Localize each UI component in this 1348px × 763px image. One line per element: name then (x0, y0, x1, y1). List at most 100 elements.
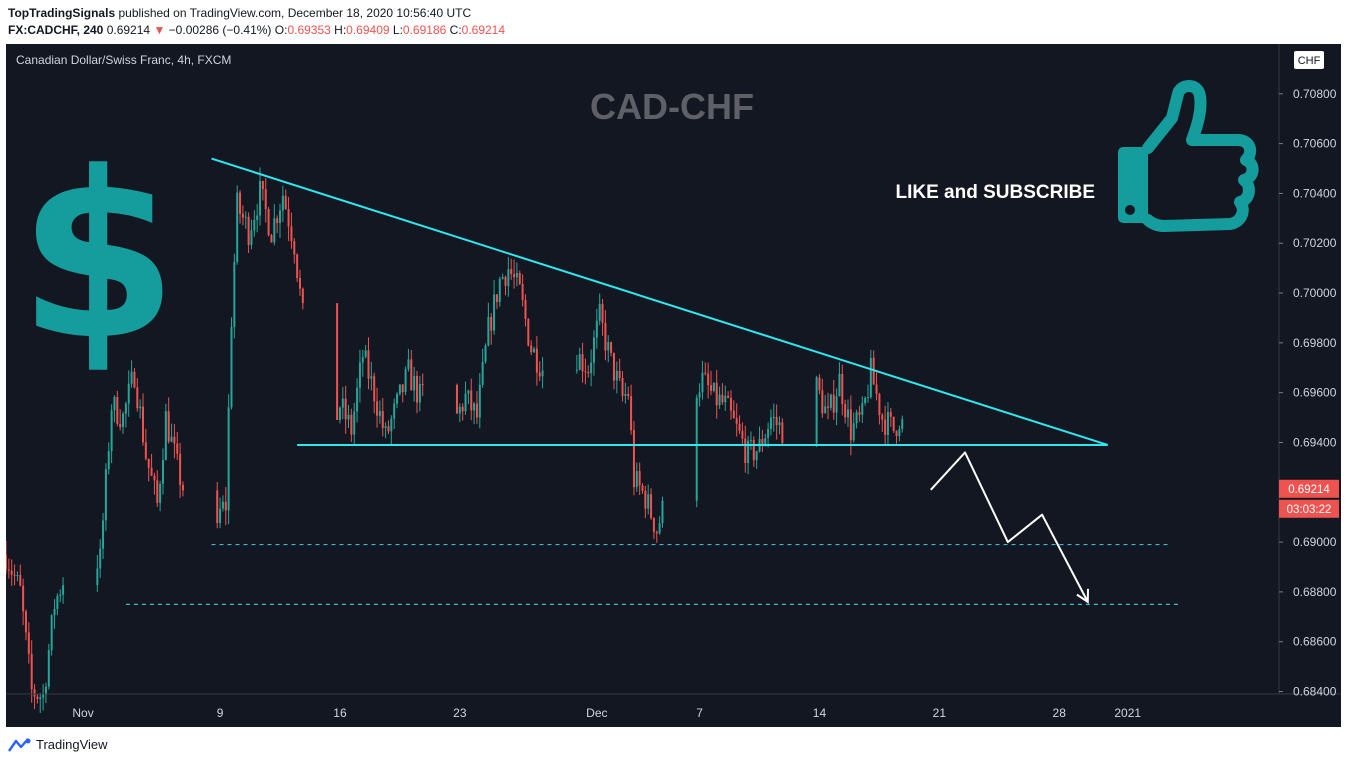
candle-body (869, 357, 872, 398)
candle (293, 238, 296, 264)
candle (527, 318, 530, 347)
candle (844, 399, 847, 424)
candle (250, 219, 253, 250)
candle (741, 422, 744, 446)
candle (647, 484, 650, 515)
candle-body (481, 361, 484, 385)
candle-body (767, 428, 770, 438)
projection-arrowhead (1076, 588, 1089, 604)
chart-panel[interactable]: $ CAD-CHF LIKE and SUBSCRIBE Canadian Do… (6, 44, 1341, 727)
candle (775, 404, 778, 440)
candle-body (127, 383, 130, 404)
candle (142, 393, 145, 446)
candle (827, 392, 830, 420)
candle-body (652, 518, 655, 532)
candle-body (818, 377, 821, 391)
candle-body (367, 350, 370, 379)
candle (458, 403, 461, 423)
candle (875, 372, 878, 401)
candle-body (584, 371, 587, 373)
candle (30, 640, 33, 703)
candle-body (581, 354, 584, 372)
candle (610, 341, 613, 357)
last-price-label: 0.69214 (1288, 484, 1330, 496)
candle-body (387, 426, 390, 432)
candle-body (130, 371, 133, 384)
candle (159, 480, 162, 512)
candle-body (855, 412, 858, 424)
candle (729, 390, 732, 420)
candle (33, 684, 36, 710)
candle-body (484, 345, 487, 362)
candle-body (647, 494, 650, 509)
candle-body (293, 241, 296, 255)
publisher-name[interactable]: TopTradingSignals (8, 6, 116, 20)
candle-body (119, 423, 122, 428)
candle-body (230, 326, 233, 408)
candle (338, 406, 341, 424)
candle (612, 352, 615, 390)
candle (364, 345, 367, 359)
candle (521, 274, 524, 307)
candle (590, 349, 593, 387)
candle-body (889, 412, 892, 417)
open-value: 0.69353 (287, 23, 331, 37)
candle-body (30, 653, 33, 690)
time-tick-label: 14 (813, 706, 827, 720)
price-tick-label: 0.68800 (1293, 585, 1337, 599)
candle-body (827, 406, 830, 408)
tradingview-footer[interactable]: TradingView (8, 737, 108, 752)
down-arrow-icon: ▼ (153, 23, 166, 37)
candle (219, 497, 222, 529)
candle-body (698, 392, 701, 398)
candle-body (418, 384, 421, 403)
candle-body (407, 359, 410, 369)
time-axis[interactable]: Nov 9 16 23 Dec 7 14 21 28 2021 (72, 706, 1141, 720)
high-value: 0.69409 (346, 23, 390, 37)
currency-badge[interactable]: CHF (1298, 55, 1321, 67)
candle-body (47, 650, 50, 687)
candle-body (96, 568, 99, 586)
candle (378, 400, 381, 424)
price-axis[interactable]: 0.684000.686000.688000.690000.692000.694… (1279, 87, 1337, 699)
candle-body (147, 458, 150, 468)
candle (281, 185, 284, 223)
like-subscribe-text: LIKE and SUBSCRIBE (895, 182, 1095, 203)
candle (533, 346, 536, 353)
candle (301, 287, 304, 310)
candle (110, 404, 113, 464)
candle-body (655, 531, 658, 534)
candle (221, 495, 224, 512)
candle-body (518, 273, 521, 284)
candle (381, 398, 384, 437)
candle (761, 429, 764, 453)
candle-body (458, 406, 461, 414)
bar-countdown-label: 03:03:22 (1287, 504, 1332, 516)
candle (818, 374, 821, 395)
candle (735, 403, 738, 437)
chart-canvas[interactable]: $ CAD-CHF LIKE and SUBSCRIBE Canadian Do… (6, 44, 1341, 727)
candle-body (741, 430, 744, 439)
candle (401, 384, 404, 403)
currency-badge-bg[interactable] (1294, 51, 1324, 69)
candle-body (824, 406, 827, 414)
candle-body (501, 277, 504, 279)
candle (216, 481, 219, 529)
candle-body (241, 213, 244, 218)
candle-body (290, 226, 293, 242)
candle (256, 203, 259, 233)
drawings-layer (125, 157, 1180, 605)
candle-body (515, 273, 518, 278)
candle (290, 212, 293, 249)
candle-body (350, 414, 353, 435)
tradingview-brand[interactable]: TradingView (36, 737, 108, 752)
candle-body (261, 181, 264, 190)
candle (396, 392, 399, 409)
candle-body (364, 350, 367, 358)
candle (769, 409, 772, 436)
candle-body (259, 181, 262, 216)
candle-body (761, 439, 764, 446)
candle-body (164, 411, 167, 460)
candle (336, 303, 339, 421)
candle-body (638, 471, 641, 486)
